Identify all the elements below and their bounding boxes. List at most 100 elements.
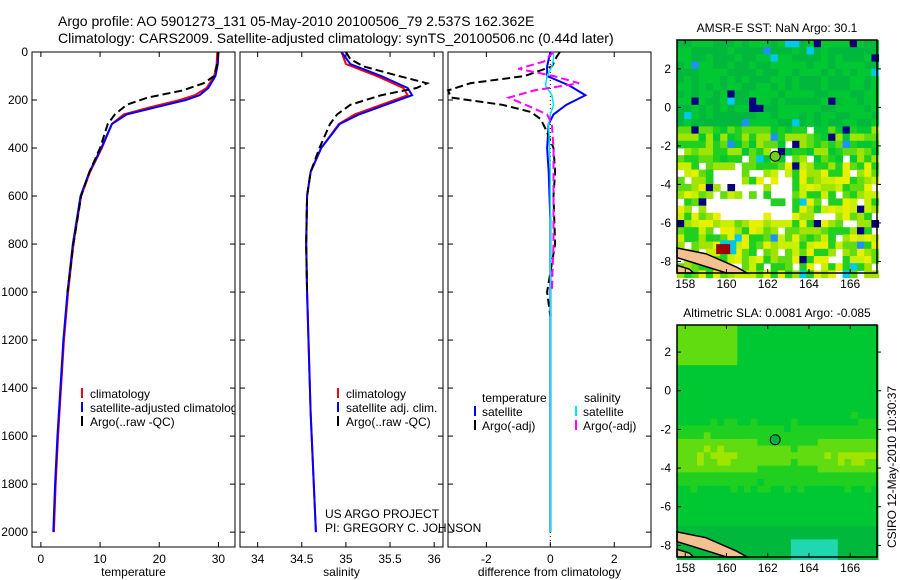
map-cell — [837, 405, 845, 413]
map-cell — [871, 54, 880, 63]
map-cell — [857, 256, 865, 264]
x-tick-label: 158 — [675, 561, 695, 575]
map-cell — [784, 459, 792, 467]
map-cell — [723, 418, 732, 426]
map-cell — [744, 539, 752, 547]
map-cell — [757, 438, 765, 447]
map-cell — [734, 148, 743, 156]
map-cell — [750, 418, 758, 426]
map-cell — [784, 405, 792, 413]
map-cell — [730, 499, 738, 507]
map-cell — [741, 90, 750, 99]
map-cell — [871, 270, 880, 279]
map-cell — [710, 358, 718, 366]
map-cell — [717, 519, 725, 527]
map-cell — [684, 90, 692, 99]
map-cell — [744, 425, 752, 433]
map-cell — [730, 331, 738, 339]
map-cell — [677, 472, 685, 480]
map-cell — [756, 140, 764, 149]
map-cell — [824, 512, 832, 520]
map-cell — [828, 176, 836, 185]
map-cell — [837, 459, 845, 467]
map-cell — [710, 425, 718, 433]
map-cell — [677, 104, 685, 113]
map-cell — [705, 140, 714, 149]
map-cell — [764, 472, 772, 480]
map-cell — [837, 425, 845, 433]
map-cell — [817, 438, 825, 447]
panel-difference — [446, 51, 652, 548]
map-cell — [684, 126, 692, 135]
map-cell — [844, 532, 852, 540]
map-cell — [749, 256, 757, 264]
series-salinity-satellite — [544, 52, 555, 533]
map-cell — [777, 220, 786, 228]
map-cell — [683, 371, 691, 380]
map-cell — [837, 378, 845, 386]
map-cell — [677, 191, 685, 199]
map-cell — [705, 112, 714, 120]
map-cell — [723, 345, 732, 353]
map-cell — [703, 479, 711, 487]
map-cell — [792, 248, 800, 257]
map-cell — [831, 452, 839, 460]
map-cell — [824, 412, 832, 420]
map-cell — [792, 155, 800, 163]
map-cell — [705, 227, 714, 235]
map-cell — [821, 270, 829, 279]
map-cell — [730, 539, 738, 547]
map-cell — [713, 76, 721, 84]
map-cell — [799, 126, 808, 135]
map-cell — [864, 445, 872, 453]
map-cell — [770, 97, 779, 106]
map-cell — [750, 452, 758, 460]
map-cell — [697, 512, 705, 520]
map-cell — [677, 432, 685, 440]
map-cell — [797, 432, 805, 440]
map-cell — [720, 234, 728, 243]
map-cell — [806, 83, 815, 91]
map-cell — [770, 351, 778, 359]
map-cell — [785, 162, 793, 171]
map-cell — [677, 119, 685, 127]
map-cell — [831, 438, 839, 447]
legend-entry: satellite — [482, 405, 523, 419]
map-cell — [871, 512, 879, 520]
map-cell — [777, 234, 786, 243]
map-cell — [835, 169, 844, 178]
map-cell — [857, 191, 865, 199]
map-cell — [683, 492, 691, 500]
map-cell — [737, 371, 745, 380]
map-cell — [857, 351, 866, 359]
map-cell — [844, 546, 852, 554]
map-cell — [690, 465, 698, 473]
map-cell — [871, 325, 879, 333]
map-cell — [777, 371, 785, 380]
map-cell — [717, 398, 725, 406]
map-cell — [777, 256, 786, 264]
map-cell — [683, 405, 691, 413]
map-cell — [690, 445, 698, 453]
map-cell — [871, 532, 879, 540]
map-cell — [824, 392, 832, 400]
map-cell — [831, 412, 839, 420]
y-tick-label: 1000 — [1, 285, 28, 299]
map-cell — [720, 40, 728, 48]
map-cell — [744, 465, 752, 473]
map-cell — [770, 83, 779, 91]
map-cell — [813, 191, 822, 199]
map-cell — [871, 499, 879, 507]
map-cell — [821, 191, 829, 199]
map-cell — [744, 432, 752, 440]
map-cell — [835, 176, 844, 185]
map-cell — [757, 412, 765, 420]
map-cell — [737, 532, 745, 540]
map-cell — [683, 438, 691, 447]
map-cell — [684, 184, 692, 192]
map-cell — [864, 412, 872, 420]
map-cell — [871, 526, 879, 534]
map-cell — [857, 392, 866, 400]
map-cell — [806, 176, 815, 185]
map-cell — [799, 205, 808, 214]
